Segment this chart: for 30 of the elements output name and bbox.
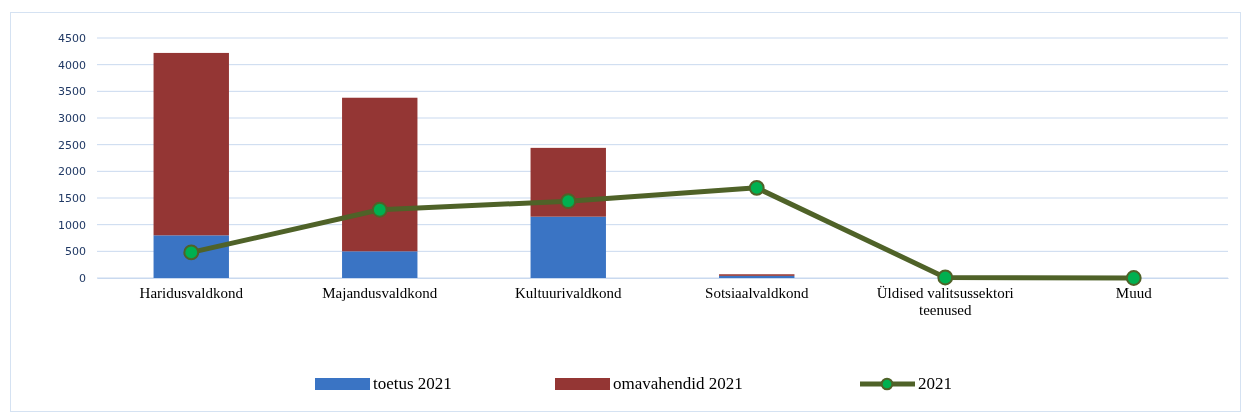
legend-label: omavahendid 2021: [613, 374, 743, 393]
x-tick-label: Muud: [1115, 284, 1153, 301]
bar: [530, 216, 606, 278]
point: [560, 193, 577, 210]
bar: [342, 97, 418, 252]
y-tick-label: 4000: [58, 58, 86, 72]
x-tick-label: Haridusvaldkond: [139, 284, 244, 301]
y-tick-label: 1000: [58, 218, 86, 232]
x-tick-label: Kultuurivaldkond: [514, 284, 623, 301]
y-tick-label: 2500: [58, 138, 86, 152]
point: [937, 269, 954, 286]
y-tick-label: 2000: [58, 165, 86, 179]
point: [748, 179, 765, 196]
x-tick-label: Üldised valitsussektori teenused: [876, 284, 1014, 318]
bar: [342, 251, 418, 278]
legend-label: toetus 2021: [373, 374, 452, 393]
y-tick-label: 4500: [58, 32, 86, 46]
point: [183, 244, 200, 261]
x-tick-label: Sotsiaalvaldkond: [705, 284, 809, 301]
y-tick-label: 3500: [58, 85, 86, 99]
point: [1125, 270, 1142, 286]
y-tick-label: 1500: [58, 192, 86, 206]
y-tick-label: 3000: [58, 112, 86, 126]
bar: [530, 147, 606, 217]
bar: [153, 52, 229, 236]
y-tick-label: 0: [79, 272, 86, 286]
y-tick-label: 500: [65, 245, 86, 259]
x-tick-label: Majandusvaldkond: [322, 284, 438, 301]
legend-label: 2021: [918, 374, 952, 393]
point: [371, 201, 388, 218]
